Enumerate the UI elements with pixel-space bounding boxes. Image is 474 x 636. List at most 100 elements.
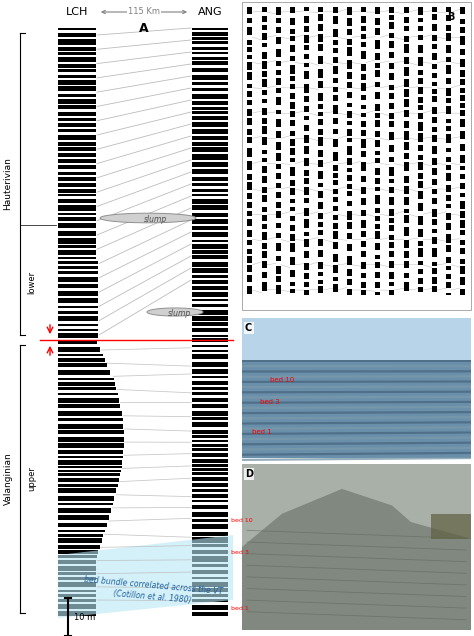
Bar [375, 242, 380, 251]
Bar [192, 198, 228, 204]
Bar [58, 47, 96, 51]
Bar [276, 266, 281, 273]
Bar [247, 211, 253, 216]
Bar [58, 363, 108, 368]
Bar [192, 532, 228, 536]
Bar [192, 322, 228, 326]
Bar [192, 444, 228, 447]
Bar [404, 44, 409, 53]
Bar [276, 191, 281, 198]
Bar [333, 215, 337, 220]
Bar [290, 289, 295, 293]
Bar [290, 180, 295, 186]
Bar [58, 142, 96, 146]
Bar [192, 177, 228, 181]
Bar [390, 290, 394, 295]
Bar [262, 118, 267, 124]
Bar [192, 350, 228, 352]
Bar [247, 55, 253, 59]
Bar [333, 48, 337, 53]
Bar [447, 106, 451, 114]
Bar [276, 27, 281, 33]
Bar [418, 133, 423, 142]
Bar [58, 135, 96, 140]
Bar [247, 275, 253, 282]
Bar [461, 7, 465, 14]
Bar [192, 189, 228, 191]
Bar [461, 230, 465, 235]
Bar [192, 354, 228, 359]
Bar [361, 139, 366, 148]
Bar [447, 33, 451, 41]
Bar [319, 137, 323, 146]
Bar [432, 89, 437, 93]
Bar [319, 239, 323, 247]
Bar [347, 92, 352, 98]
Bar [192, 369, 228, 374]
Bar [192, 544, 228, 548]
Bar [375, 209, 380, 213]
Bar [461, 201, 465, 209]
Bar [432, 135, 437, 142]
Bar [192, 255, 228, 259]
Bar [247, 183, 253, 190]
Text: Valanginian: Valanginian [3, 453, 12, 506]
Bar [276, 142, 281, 149]
Bar [192, 518, 228, 522]
Bar [333, 232, 337, 240]
Bar [58, 611, 96, 616]
Bar [361, 187, 366, 194]
Bar [347, 29, 352, 36]
Bar [58, 530, 105, 532]
Bar [262, 261, 267, 268]
Bar [361, 74, 366, 80]
Bar [192, 417, 228, 420]
Bar [304, 208, 310, 216]
Bar [361, 113, 366, 117]
Bar [58, 266, 98, 269]
Bar [192, 251, 228, 254]
Bar [375, 70, 380, 78]
Bar [58, 594, 96, 597]
Bar [290, 256, 295, 265]
Bar [375, 282, 380, 287]
Bar [262, 16, 267, 22]
Bar [192, 459, 228, 462]
Bar [290, 102, 295, 109]
Bar [262, 251, 267, 258]
Bar [58, 437, 124, 442]
Bar [58, 424, 123, 429]
Bar [192, 262, 228, 267]
Polygon shape [242, 416, 471, 419]
Polygon shape [242, 452, 471, 456]
Bar [58, 466, 122, 468]
Bar [247, 202, 253, 208]
Bar [347, 211, 352, 219]
Bar [418, 278, 423, 284]
Bar [447, 195, 451, 202]
Bar [192, 392, 228, 395]
Bar [390, 63, 394, 69]
Bar [192, 244, 228, 249]
Polygon shape [242, 426, 471, 430]
Bar [192, 338, 228, 342]
Bar [262, 272, 267, 279]
Bar [58, 99, 96, 104]
Bar [276, 71, 281, 74]
Bar [432, 268, 437, 274]
Text: lower: lower [27, 271, 36, 294]
Bar [290, 7, 295, 13]
Bar [192, 286, 228, 290]
Bar [58, 271, 98, 274]
Bar [333, 189, 337, 195]
Bar [304, 239, 310, 247]
Bar [192, 605, 228, 610]
Bar [333, 29, 337, 38]
Text: bed 3: bed 3 [260, 399, 280, 405]
Bar [304, 198, 310, 204]
Bar [58, 172, 96, 174]
Bar [418, 241, 423, 245]
Bar [192, 489, 228, 492]
Bar [461, 36, 465, 45]
Bar [461, 131, 465, 139]
